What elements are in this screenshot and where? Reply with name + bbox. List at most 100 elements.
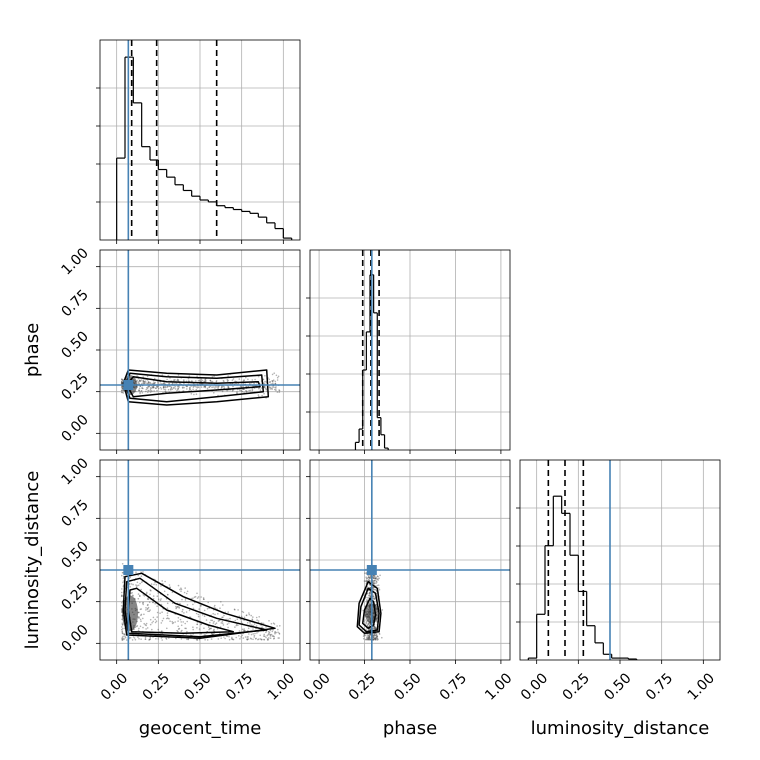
pair-geocent-time-phase-point (275, 386, 277, 388)
pair-phase-luminosity-distance-point (374, 575, 376, 577)
pair-geocent-time-phase-point (240, 389, 243, 392)
pair-phase-luminosity-distance-point (369, 595, 371, 597)
pair-phase-luminosity-distance-point (372, 595, 375, 598)
pair-phase-luminosity-distance-point (368, 594, 370, 597)
pair-geocent-time-phase-point (274, 382, 277, 385)
pair-geocent-time-phase-point (181, 386, 184, 389)
pair-phase-luminosity-distance-point (373, 582, 376, 585)
pair-geocent-time-luminosity-distance-xtick-label-0: 0.00 (98, 670, 131, 703)
pair-geocent-time-phase-point (168, 385, 171, 388)
pair-geocent-time-luminosity-distance-point (266, 638, 269, 640)
pair-geocent-time-luminosity-distance-point (136, 625, 139, 627)
pair-geocent-time-phase-point (227, 386, 229, 389)
pair-geocent-time-luminosity-distance-point (180, 638, 183, 640)
pair-geocent-time-phase-point (243, 379, 245, 381)
pair-geocent-time-phase-point (148, 385, 151, 388)
pair-geocent-time-phase-point (271, 388, 274, 390)
pair-geocent-time-phase-point (209, 379, 212, 382)
pair-geocent-time-luminosity-distance-point (152, 595, 155, 597)
pair-geocent-time-luminosity-distance-point (139, 582, 141, 585)
pair-geocent-time-luminosity-distance-point (149, 609, 151, 611)
pair-geocent-time-phase-point (189, 388, 191, 391)
pair-geocent-time-luminosity-distance-point (263, 638, 266, 641)
pair-phase-luminosity-distance-point (367, 577, 369, 579)
pair-geocent-time-luminosity-distance-point (146, 627, 149, 629)
pair-geocent-time-luminosity-distance-point (241, 628, 244, 631)
pair-geocent-time-luminosity-distance-point (186, 638, 188, 641)
pair-geocent-time-luminosity-distance-point (137, 597, 140, 600)
pair-phase-luminosity-distance-point (374, 637, 376, 640)
pair-geocent-time-luminosity-distance-point (277, 637, 280, 639)
pair-geocent-time-phase-contour-1 (124, 372, 265, 403)
pair-geocent-time-phase-point (253, 387, 256, 390)
pair-geocent-time-phase-point (273, 372, 276, 375)
pair-phase-luminosity-distance-point (376, 575, 379, 577)
pair-geocent-time-phase-point (174, 379, 176, 381)
pair-phase-luminosity-distance-point (374, 635, 376, 637)
pair-geocent-time-luminosity-distance-point (200, 623, 203, 625)
pair-phase-luminosity-distance-point (372, 638, 375, 641)
pair-geocent-time-phase-point (151, 387, 153, 390)
pair-phase-luminosity-distance-point (372, 595, 375, 598)
pair-geocent-time-luminosity-distance-point (210, 619, 212, 622)
pair-phase-luminosity-distance-point (377, 575, 379, 578)
pair-geocent-time-luminosity-distance-point (184, 587, 186, 589)
pair-geocent-time-luminosity-distance-point (228, 635, 230, 638)
pair-phase-luminosity-distance-point (369, 638, 372, 641)
pair-geocent-time-phase-point (162, 386, 165, 389)
pair-geocent-time-luminosity-distance-point (164, 580, 166, 583)
pair-geocent-time-phase-point (226, 389, 228, 392)
pair-geocent-time-luminosity-distance-point (124, 634, 126, 636)
pair-phase-luminosity-distance-point (369, 633, 371, 636)
pair-geocent-time-phase-point (121, 381, 123, 383)
pair-geocent-time-phase-point (146, 387, 149, 390)
pair-geocent-time-phase-point (251, 379, 254, 381)
pair-geocent-time-phase-point (220, 386, 223, 389)
pair-geocent-time-phase-point (163, 386, 165, 388)
pair-geocent-time-phase-point (221, 390, 224, 393)
pair-geocent-time-luminosity-distance-point (142, 601, 144, 604)
pair-geocent-time-phase-point (234, 380, 236, 383)
pair-geocent-time-luminosity-distance-point (122, 580, 125, 582)
pair-geocent-time-luminosity-distance-point (249, 623, 251, 625)
pair-geocent-time-luminosity-distance-point (212, 622, 215, 624)
pair-geocent-time-luminosity-distance-point (123, 637, 125, 640)
pair-phase-luminosity-distance-point (374, 627, 376, 629)
pair-geocent-time-phase-point (173, 379, 175, 381)
pair-geocent-time-phase-point (157, 385, 160, 388)
pair-geocent-time-luminosity-distance-point (140, 620, 142, 622)
pair-phase-luminosity-distance-point (362, 637, 365, 640)
pair-geocent-time-luminosity-distance-point (120, 595, 123, 598)
pair-geocent-time-phase-point (239, 385, 242, 388)
pair-geocent-time-luminosity-distance-point (239, 638, 241, 640)
pair-geocent-time-phase-point (121, 385, 124, 388)
pair-geocent-time-luminosity-distance-point (266, 634, 269, 637)
pair-geocent-time-luminosity-distance-point (121, 563, 124, 565)
pair-geocent-time-phase-point (195, 386, 197, 388)
pair-geocent-time-luminosity-distance-point (133, 637, 136, 639)
pair-geocent-time-luminosity-distance-point (156, 605, 158, 607)
pair-geocent-time-phase-point (271, 380, 274, 382)
pair-geocent-time-luminosity-distance-point (245, 614, 248, 617)
pair-geocent-time-luminosity-distance-point (223, 614, 225, 617)
pair-geocent-time-luminosity-distance-point (212, 629, 215, 632)
pair-phase-luminosity-distance-point (369, 591, 371, 594)
pair-geocent-time-phase-point (153, 390, 155, 392)
pair-phase-luminosity-distance-point (368, 602, 371, 605)
pair-phase-luminosity-distance-point (375, 628, 377, 630)
pair-phase-luminosity-distance-point (373, 597, 375, 599)
pair-geocent-time-luminosity-distance-point (148, 601, 151, 603)
pair-geocent-time-phase-point (214, 386, 216, 388)
pair-geocent-time-luminosity-distance-point (181, 610, 183, 613)
pair-geocent-time-luminosity-distance-point (152, 598, 155, 600)
pair-geocent-time-luminosity-distance-point (186, 604, 189, 606)
pair-geocent-time-luminosity-distance-point (142, 571, 144, 573)
pair-phase-luminosity-distance-point (378, 632, 381, 635)
pair-geocent-time-phase-point (217, 386, 219, 388)
pair-geocent-time-luminosity-distance-point (171, 622, 174, 625)
pair-phase-luminosity-distance-point (367, 638, 370, 641)
pair-phase-luminosity-distance-point (376, 635, 378, 637)
pair-geocent-time-phase-point (151, 390, 153, 392)
pair-geocent-time-luminosity-distance-point (224, 637, 226, 640)
pair-geocent-time-luminosity-distance-point (249, 637, 252, 640)
